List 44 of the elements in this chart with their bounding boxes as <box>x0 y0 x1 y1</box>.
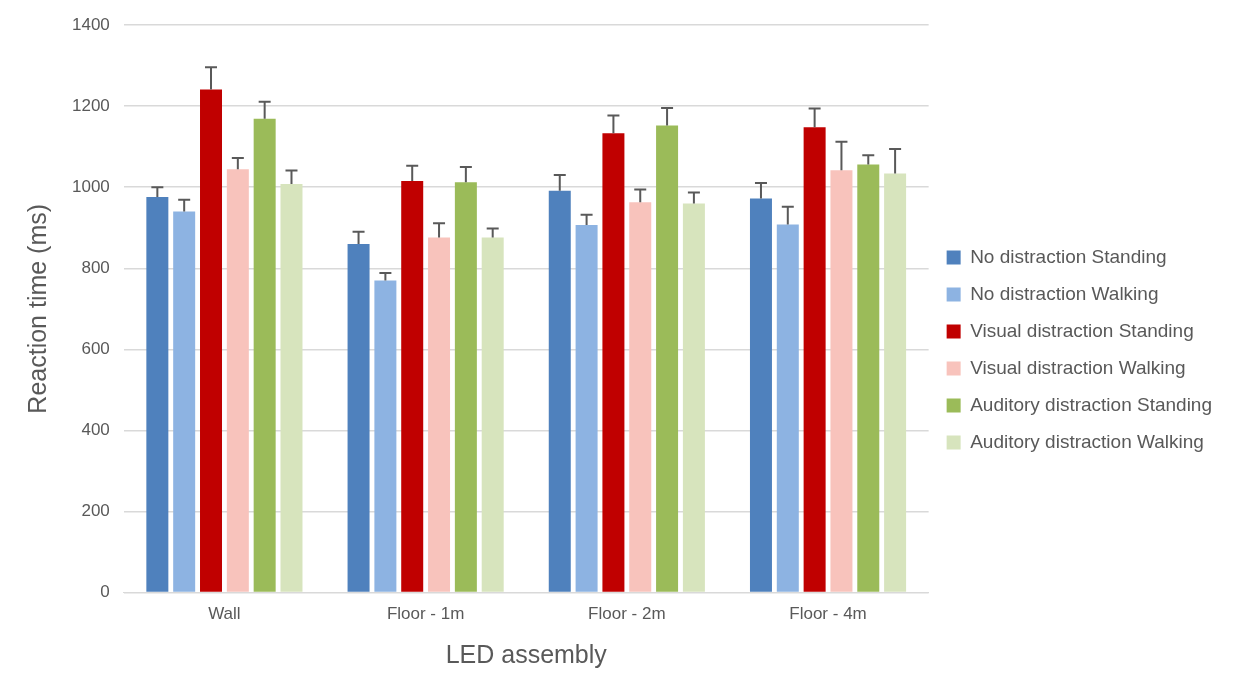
bar <box>253 118 276 592</box>
bar <box>226 169 249 592</box>
bar <box>656 125 679 592</box>
y-tick-label: 600 <box>81 339 110 359</box>
bar <box>200 89 223 592</box>
legend-label: No distraction Walking <box>970 282 1159 304</box>
bar <box>401 181 424 592</box>
x-tick-label: Floor - 1m <box>386 604 465 624</box>
bar <box>481 237 504 592</box>
bar <box>374 280 397 592</box>
bar <box>602 133 625 592</box>
x-axis-title: LED assembly <box>445 639 608 668</box>
bar <box>857 164 880 592</box>
bar <box>454 182 477 592</box>
y-tick-label: 200 <box>81 501 110 521</box>
y-tick-label: 1400 <box>71 14 110 34</box>
legend-label: Visual distraction Standing <box>970 319 1194 341</box>
y-axis-title: Reaction time (ms) <box>22 203 51 414</box>
x-tick-label: Floor - 2m <box>588 604 666 624</box>
legend-label: No distraction Standing <box>970 245 1167 267</box>
bar <box>280 183 303 592</box>
legend-label: Auditory distraction Standing <box>970 393 1213 415</box>
bar <box>548 190 571 592</box>
bar <box>575 224 598 592</box>
bar <box>173 211 196 592</box>
bar <box>682 203 705 592</box>
bar <box>629 202 652 592</box>
legend-label: Auditory distraction Walking <box>970 430 1204 452</box>
y-tick-label: 400 <box>81 420 110 440</box>
bar <box>803 127 826 592</box>
y-tick-label: 800 <box>81 257 110 277</box>
bar <box>428 237 451 592</box>
bar <box>884 173 907 592</box>
legend-label: Visual distraction Walking <box>970 356 1186 378</box>
bar <box>146 196 169 592</box>
bar <box>830 170 853 592</box>
bar <box>776 224 799 592</box>
y-tick-label: 0 <box>100 582 110 602</box>
x-tick-label: Floor - 4m <box>789 604 867 624</box>
y-tick-label: 1000 <box>71 176 110 196</box>
y-tick-label: 1200 <box>71 95 110 115</box>
x-tick-label: Wall <box>208 604 241 624</box>
bar <box>347 243 370 592</box>
bar <box>749 198 772 592</box>
